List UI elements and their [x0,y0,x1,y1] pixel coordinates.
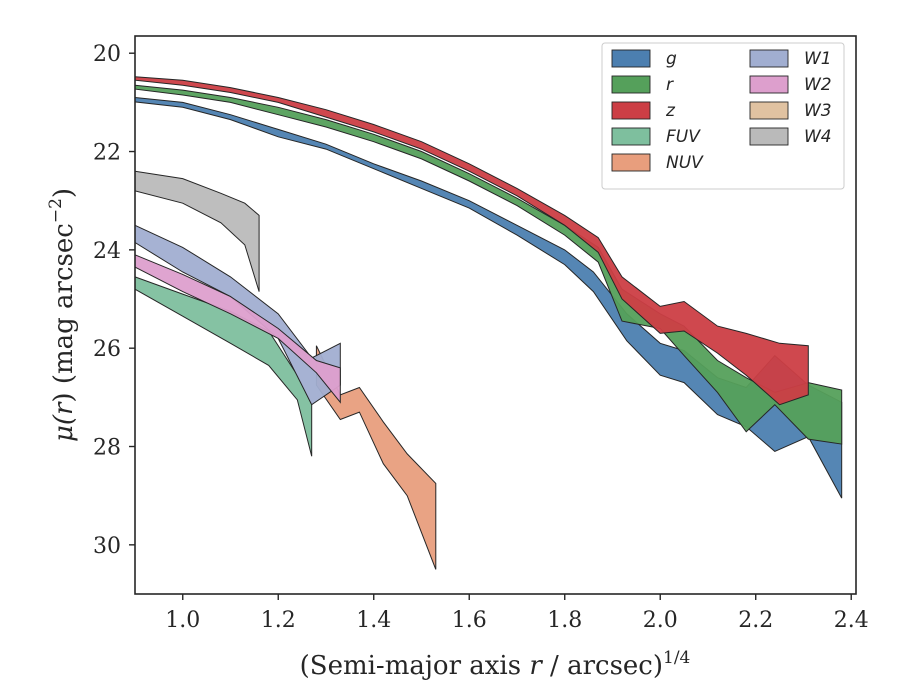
legend-label: W2 [804,75,832,95]
legend-item-w3: W3 [749,101,832,121]
band-nuv [315,345,437,570]
legend-label: W4 [804,127,832,147]
legend-item-r: r [611,75,674,95]
x-tick-label: 1.2 [261,608,296,633]
legend-item-w4: W4 [749,127,832,147]
y-tick-label: 26 [93,337,121,362]
legend-swatch [611,153,651,172]
band-r [134,84,843,445]
plot-frame [134,35,857,595]
y-tick-label: 24 [93,239,121,264]
legend-swatch [749,49,789,68]
legend-item-fuv: FUV [611,127,701,147]
legend-item-nuv: NUV [611,153,704,173]
legend-swatch [611,49,651,68]
legend-swatch [749,101,789,120]
x-tick-label: 2.4 [834,608,869,633]
legend-item-w2: W2 [749,75,832,95]
y-tick-label: 30 [93,534,121,559]
band-g [134,96,843,499]
x-tick-label: 1.8 [547,608,582,633]
band-z [134,76,809,406]
legend-swatch [749,127,789,146]
legend-label: W1 [804,49,832,69]
x-tick-label: 1.4 [356,608,391,633]
y-tick-label: 28 [93,436,121,461]
legend-item-z: z [611,101,676,121]
legend-label: NUV [666,153,704,173]
legend-swatch [749,75,789,94]
band-w4 [134,170,260,292]
x-tick-label: 1.0 [165,608,200,633]
legend-swatch [611,75,651,94]
x-tick-label: 1.6 [452,608,487,633]
y-axis-label: μ(r) (mag arcsec−2) [46,188,79,442]
legend-label: W3 [804,101,832,121]
x-tick-label: 2.0 [643,608,678,633]
y-tick-label: 20 [93,42,121,67]
series-bands [134,76,843,570]
legend-label: r [666,75,674,95]
x-axis-ticks: 1.0 1.2 1.4 1.6 1.8 2.0 2.2 2.4 [165,594,869,633]
y-axis-ticks: 20 22 24 26 28 30 [93,42,135,559]
legend-label: g [666,49,677,69]
legend-label: FUV [666,127,701,147]
x-axis-label: (Semi-major axis r / arcsec)1/4 [300,648,691,681]
legend: grz FUV NUV W1 W2 W3 W4 [601,42,845,190]
legend-item-w1: W1 [749,49,832,69]
x-tick-label: 2.2 [738,608,773,633]
legend-swatch [611,101,651,120]
band-w2 [134,254,341,404]
legend-swatch [611,127,651,146]
legend-item-g: g [611,49,677,69]
legend-label: z [665,101,676,121]
y-tick-label: 22 [93,141,121,166]
